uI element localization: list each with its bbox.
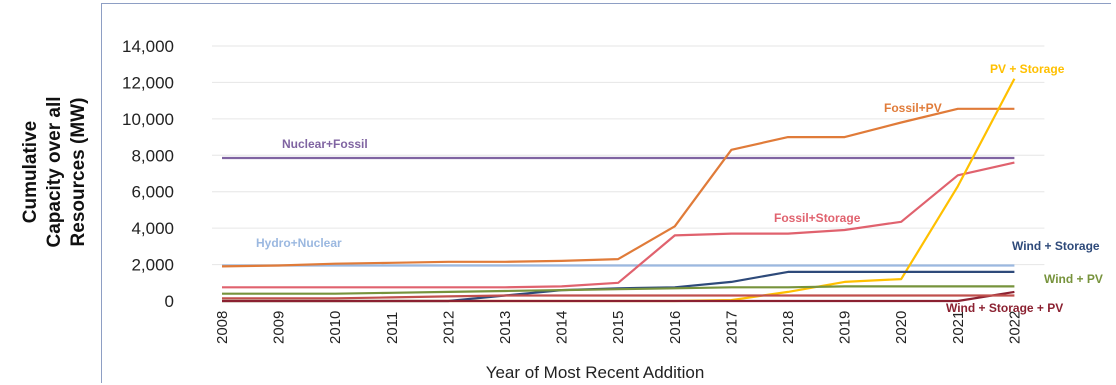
x-tick-label: 2020: [893, 311, 910, 344]
chart-frame: [101, 3, 1111, 383]
y-tick-label: 12,000: [122, 73, 174, 92]
x-axis-title: Year of Most Recent Addition: [486, 363, 705, 382]
x-tick-labels: 2008 2009 2010 2011 2012 2013 2014 2015 2016 2017…: [214, 311, 1023, 344]
y-axis-title-line: Cumulative: [20, 121, 41, 223]
series-line: [221, 107, 1015, 268]
y-tick-label: 14,000: [122, 37, 174, 56]
x-tick-label: 2021: [950, 311, 967, 344]
x-tick-label: 2010: [327, 311, 344, 344]
series-lines: [221, 78, 1016, 303]
y-tick-label: 2,000: [131, 256, 174, 275]
x-tick-label: 2019: [837, 311, 854, 344]
x-tick-label: 2013: [497, 311, 514, 344]
y-tick-labels: 0 2,000 4,000 6,000 8,000 10,000 12,000 14,000: [122, 37, 174, 311]
x-tick-label: 2018: [780, 311, 797, 344]
series-line: [222, 285, 1015, 295]
gridlines: [212, 45, 1045, 266]
x-tick-label: 2022: [1006, 311, 1023, 344]
y-tick-label: 8,000: [131, 146, 174, 165]
series-label: Wind + Storage + PV: [946, 301, 1063, 315]
series-line: [222, 294, 1015, 300]
y-tick-label: 4,000: [131, 219, 174, 238]
series-line: [222, 290, 1015, 303]
x-tick-label: 2015: [610, 311, 627, 344]
x-tick-label: 2016: [667, 311, 684, 344]
y-axis-title: Cumulative Capacity over all Resources (MW…: [20, 96, 89, 247]
series-labels: Nuclear+Fossil Hydro+Nuclear Fossil+PV Foss…: [256, 62, 1103, 315]
series-label: Hydro+Nuclear: [256, 236, 342, 250]
series-label: PV + Storage: [990, 62, 1065, 76]
y-axis-title-line: Resources (MW): [68, 98, 89, 247]
x-tick-label: 2009: [271, 311, 288, 344]
y-tick-label: 6,000: [131, 183, 174, 202]
series-label: Wind + PV: [1044, 272, 1103, 286]
series-label: Nuclear+Fossil: [282, 137, 368, 151]
x-tick-label: 2017: [723, 311, 740, 344]
y-tick-label: 0: [165, 292, 174, 311]
x-tick-label: 2011: [384, 312, 401, 344]
series-label: Wind + Storage: [1012, 239, 1100, 253]
series-label: Fossil+Storage: [774, 211, 861, 225]
x-tick-label: 2012: [440, 311, 457, 344]
y-tick-label: 10,000: [122, 110, 174, 129]
x-tick-label: 2008: [214, 311, 231, 344]
y-axis-title-line: Capacity over all: [44, 96, 65, 247]
x-tick-label: 2014: [554, 311, 571, 344]
series-line: [222, 161, 1015, 289]
series-label: Fossil+PV: [884, 101, 942, 115]
